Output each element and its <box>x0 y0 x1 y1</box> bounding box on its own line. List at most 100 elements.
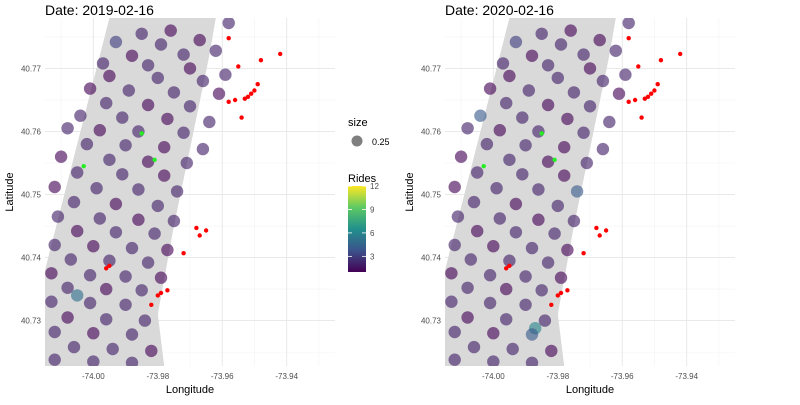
ride-point <box>538 314 552 327</box>
ride-point <box>212 87 226 100</box>
legend-size-swatch <box>351 135 363 147</box>
ride-point <box>161 112 174 126</box>
ride-point <box>177 48 190 61</box>
ride-point <box>183 100 197 113</box>
x-tick-label: -73.98 <box>146 372 169 381</box>
ride-point <box>71 166 84 179</box>
x-tick-label: -73.94 <box>675 372 698 381</box>
colorbar-tick-label: 9 <box>370 206 375 215</box>
station-point <box>597 233 602 238</box>
ride-point <box>135 284 148 297</box>
station-point <box>236 64 241 69</box>
ride-point <box>467 195 481 209</box>
station-point <box>678 51 683 57</box>
station-point <box>626 99 631 105</box>
ride-point <box>535 27 548 40</box>
ride-point <box>558 141 571 154</box>
station-point <box>252 88 257 93</box>
ride-point <box>451 210 465 223</box>
ride-point <box>519 298 532 311</box>
ride-point <box>48 180 61 194</box>
station-point <box>645 94 651 100</box>
y-tick-label: 40.77 <box>21 64 42 73</box>
ride-point <box>496 57 510 70</box>
x-tick-label: -73.94 <box>275 372 298 381</box>
ride-point <box>593 33 606 47</box>
station-point <box>181 251 186 256</box>
legend-size-title: size <box>348 117 368 129</box>
station-point <box>581 251 586 256</box>
ride-point <box>103 254 116 267</box>
ride-point <box>541 98 555 112</box>
y-tick-label: 40.73 <box>421 317 442 326</box>
ride-point <box>480 137 494 151</box>
station-point <box>203 228 209 233</box>
ride-point <box>141 98 155 112</box>
ride-point <box>570 185 584 198</box>
y-tick-label: 40.77 <box>421 64 442 73</box>
colorbar-tick-label: 6 <box>370 229 375 238</box>
ride-point <box>500 313 513 326</box>
ride-point <box>464 253 477 266</box>
ride-point <box>445 295 458 308</box>
station-point <box>504 266 509 271</box>
ride-point <box>83 269 97 282</box>
ride-point <box>167 86 181 99</box>
ride-point <box>506 342 519 356</box>
ride-point <box>141 256 155 269</box>
station-point <box>555 293 560 298</box>
highlight-point <box>539 131 544 136</box>
ride-point <box>145 344 158 358</box>
station-point <box>242 96 247 101</box>
ride-point <box>554 271 568 284</box>
y-tick-label: 40.76 <box>21 128 42 137</box>
ride-point <box>87 327 100 340</box>
ride-point <box>164 24 177 37</box>
station-point <box>107 263 112 268</box>
ride-point <box>103 69 116 83</box>
station-point <box>507 263 512 268</box>
ride-point <box>48 325 61 339</box>
ride-point <box>61 122 74 135</box>
ride-point <box>448 325 461 339</box>
ride-point <box>141 59 155 72</box>
ride-point <box>74 109 87 122</box>
ride-point <box>554 38 568 51</box>
ride-point <box>596 74 610 88</box>
ride-point <box>525 241 539 255</box>
ride-point <box>503 254 516 267</box>
ride-point <box>500 96 513 110</box>
ride-point <box>471 224 484 238</box>
station-point <box>245 94 251 100</box>
ride-point <box>100 313 113 326</box>
ride-point <box>180 156 193 170</box>
ride-point <box>548 227 561 240</box>
ride-point <box>516 168 529 181</box>
ride-point <box>125 241 139 255</box>
ride-point <box>96 57 110 70</box>
x-tick-label: -73.98 <box>546 372 569 381</box>
ride-point <box>577 126 590 139</box>
station-point <box>626 36 631 41</box>
ride-point <box>490 182 503 195</box>
ride-point <box>561 243 574 257</box>
station-point <box>255 82 260 87</box>
ride-point <box>109 197 123 211</box>
ride-point <box>203 115 216 129</box>
x-tick-label: -73.96 <box>211 372 234 381</box>
ride-point <box>483 82 497 95</box>
ride-point <box>500 282 513 296</box>
ride-point <box>125 356 139 366</box>
ride-point <box>583 100 597 113</box>
ride-point <box>100 282 113 296</box>
ride-point <box>80 137 94 151</box>
station-point <box>149 302 154 307</box>
ride-point <box>461 311 474 324</box>
ride-point <box>541 59 555 72</box>
highlight-point <box>139 131 144 136</box>
ride-point <box>461 281 474 294</box>
ride-point <box>100 96 113 110</box>
station-point <box>558 290 564 296</box>
ride-point <box>196 142 210 156</box>
